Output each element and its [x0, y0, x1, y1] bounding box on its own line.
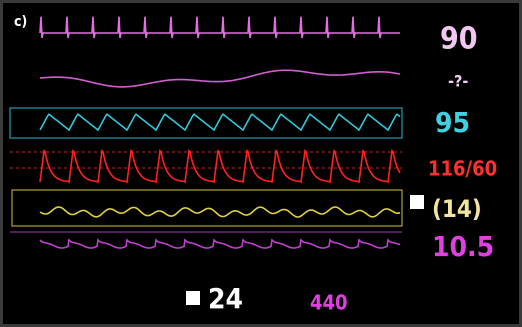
hr-value: 90 [440, 22, 478, 57]
abp-value: 116/60 [428, 157, 497, 181]
spo2-value: 95 [435, 106, 470, 139]
icon [410, 195, 424, 209]
pvc-value: -?- [448, 72, 468, 91]
monitor-screen: c) 90 -?- 95 116/60 (14) 10.5 24 440 [0, 0, 522, 327]
panel-label: c) [14, 14, 27, 30]
rr-value: 24 [208, 282, 243, 315]
resp-value: (14) [432, 195, 482, 223]
etco2-value: 440 [310, 291, 348, 315]
icon [186, 291, 200, 305]
cvp-value: 10.5 [432, 230, 494, 263]
